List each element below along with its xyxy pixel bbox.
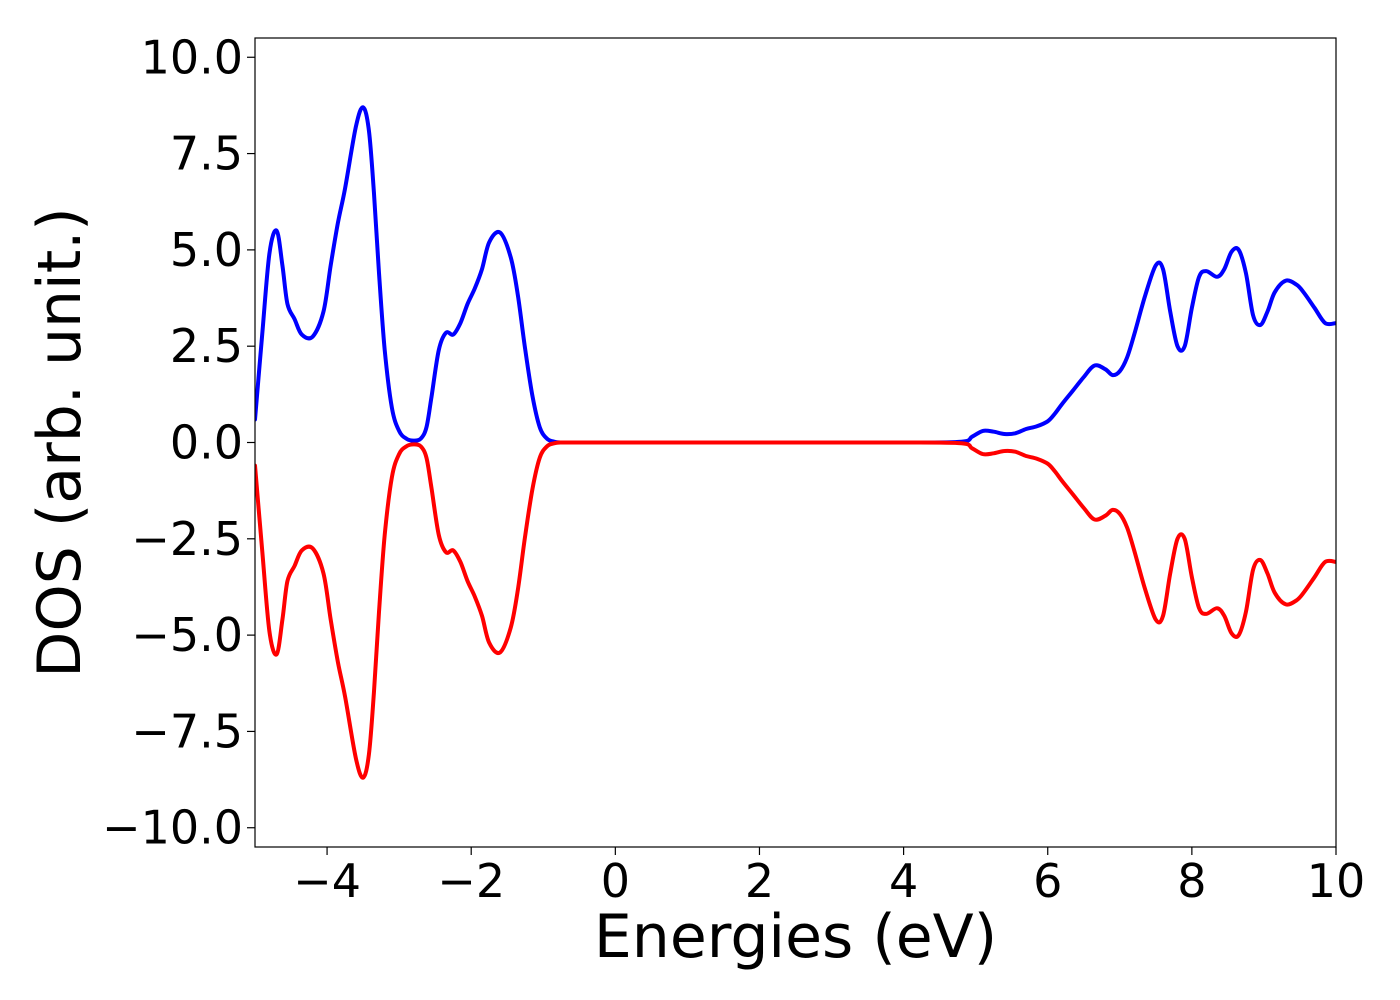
x-tick-label: 6 bbox=[1033, 854, 1062, 908]
x-axis-ticks: −4 −2 0 2 4 6 8 10 bbox=[293, 847, 1365, 908]
x-tick-label: 0 bbox=[601, 854, 630, 908]
x-axis-label: Energies (eV) bbox=[594, 902, 997, 972]
series-line-down bbox=[255, 440, 1336, 780]
y-tick-label: −7.5 bbox=[131, 704, 243, 758]
y-tick-label: 10.0 bbox=[141, 30, 243, 84]
x-tick-label: −4 bbox=[293, 854, 361, 908]
x-tick-label: 8 bbox=[1177, 854, 1206, 908]
y-tick-label: 7.5 bbox=[170, 127, 243, 181]
y-axis-ticks: 10.0 7.5 5.0 2.5 0.0 −2.5 −5.0 −7.5 −10.0 bbox=[102, 30, 255, 855]
y-tick-label: 2.5 bbox=[170, 319, 243, 373]
x-tick-label: 4 bbox=[889, 854, 918, 908]
y-axis-label: DOS (arb. unit.) bbox=[25, 207, 95, 677]
series-lines bbox=[255, 105, 1336, 780]
series-line-up bbox=[255, 105, 1336, 445]
y-tick-label: 5.0 bbox=[170, 223, 243, 277]
y-tick-label: 0.0 bbox=[170, 416, 243, 470]
y-tick-label: −5.0 bbox=[131, 608, 243, 662]
y-tick-label: −10.0 bbox=[102, 801, 243, 855]
x-tick-label: 10 bbox=[1307, 854, 1366, 908]
y-tick-label: −2.5 bbox=[131, 512, 243, 566]
x-tick-label: −2 bbox=[437, 854, 505, 908]
x-tick-label: 2 bbox=[745, 854, 774, 908]
